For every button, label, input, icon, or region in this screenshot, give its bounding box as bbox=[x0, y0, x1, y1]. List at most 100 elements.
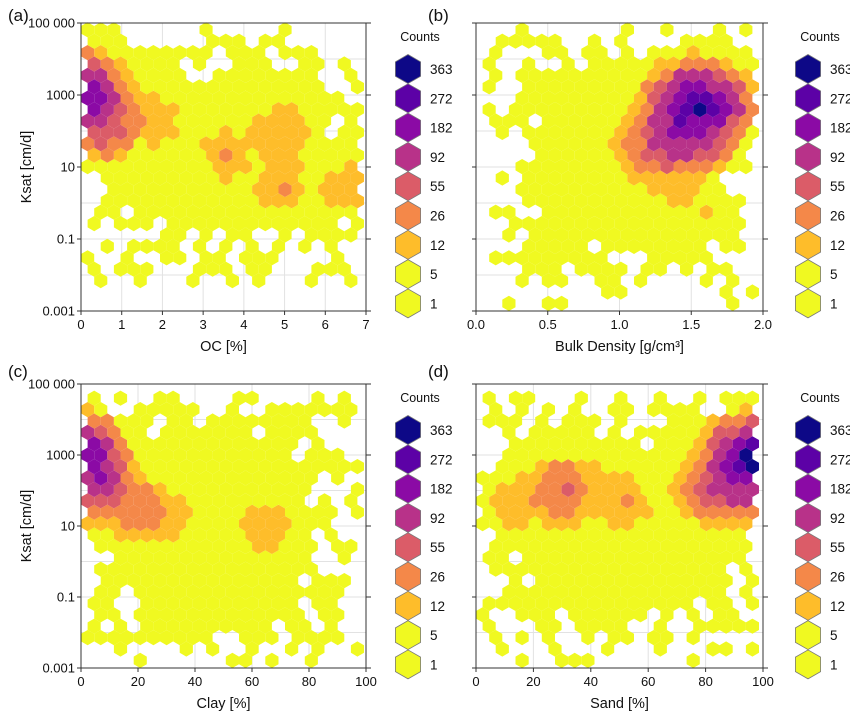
hexbin-cell bbox=[581, 516, 595, 532]
hexbin-cell bbox=[140, 56, 154, 72]
hexbin-cell bbox=[673, 159, 687, 175]
hexbin-cell bbox=[719, 79, 733, 95]
hexbin-cell bbox=[291, 402, 305, 418]
hexbin-cell bbox=[344, 227, 358, 243]
hexbin-cell bbox=[331, 447, 345, 463]
hexbin-cell bbox=[614, 595, 628, 611]
hexbin-cell bbox=[344, 402, 358, 418]
hexbin-cell bbox=[337, 550, 351, 566]
hexbin-cell bbox=[337, 124, 351, 140]
hexbin-cell bbox=[331, 470, 345, 486]
hexbin-cell bbox=[212, 136, 226, 152]
hexbin-cell bbox=[601, 124, 615, 140]
hexbin-cell bbox=[186, 136, 200, 152]
hexbin-cell bbox=[304, 159, 318, 175]
hexbin-cell bbox=[278, 22, 292, 38]
hexbin-cell bbox=[693, 124, 707, 140]
hexbin-cell bbox=[166, 481, 180, 497]
hexbin-cell bbox=[133, 493, 147, 509]
hexbin-cell bbox=[278, 470, 292, 486]
hexbin-cell bbox=[614, 170, 628, 186]
hexbin-cell bbox=[693, 573, 707, 589]
hexbin-cell bbox=[495, 170, 509, 186]
hexbin-cell bbox=[179, 413, 193, 429]
hexbin-cell bbox=[350, 216, 364, 232]
hexbin-cell bbox=[699, 45, 713, 61]
hexbin-cell bbox=[252, 584, 266, 600]
hexbin-cell bbox=[699, 181, 713, 197]
hexbin-cell bbox=[660, 22, 674, 38]
legend-swatch bbox=[394, 171, 422, 202]
hexbin-cell bbox=[113, 618, 128, 634]
x-axis-label: Bulk Density [g/cm³] bbox=[555, 339, 684, 355]
hexbin-cell bbox=[212, 470, 226, 486]
hexbin-cell bbox=[607, 538, 621, 554]
hexbin-cell bbox=[107, 516, 121, 532]
hexbin-cell bbox=[311, 102, 325, 118]
hexbin-cell bbox=[647, 447, 661, 463]
hexbin-cell bbox=[581, 227, 595, 243]
hexbin-cell bbox=[160, 45, 174, 61]
hexbin-cell bbox=[555, 652, 569, 668]
hexbin-cell bbox=[680, 193, 694, 209]
hexbin-cell bbox=[680, 170, 694, 186]
hexbin-cell bbox=[120, 159, 134, 175]
x-axis-label: Clay [%] bbox=[197, 696, 251, 712]
hexbin-cell bbox=[298, 481, 312, 497]
hexbin-cell bbox=[640, 527, 654, 543]
hexbin-cell bbox=[614, 573, 628, 589]
hexbin-cell bbox=[660, 447, 674, 463]
hexbin-cell bbox=[745, 102, 759, 118]
hexbin-cell bbox=[726, 227, 740, 243]
hexbin-cell bbox=[252, 136, 266, 152]
hexbin-cell bbox=[186, 470, 200, 486]
hexbin-cell bbox=[535, 170, 549, 186]
hexbin-cell bbox=[555, 204, 569, 220]
hexbin-cell bbox=[87, 147, 101, 163]
hexbin-cell bbox=[94, 273, 108, 289]
hexbin-cell bbox=[173, 607, 187, 623]
hexbin-cell bbox=[640, 193, 654, 209]
hexbin-cell bbox=[745, 436, 759, 452]
hexbin-cell bbox=[568, 181, 582, 197]
panel-label: (a) bbox=[8, 6, 29, 25]
hexbin-cell bbox=[502, 561, 516, 577]
hexbin-cell bbox=[601, 79, 615, 95]
hexbin-cell bbox=[587, 79, 602, 95]
hexbin-cell bbox=[627, 216, 641, 232]
hexbin-cell bbox=[133, 204, 147, 220]
hexbin-cell bbox=[81, 22, 95, 38]
hexbin-cell bbox=[680, 261, 694, 277]
hexbin-cell bbox=[541, 538, 555, 554]
legend-value: 92 bbox=[430, 511, 445, 526]
hexbin-cell bbox=[653, 481, 667, 497]
legend-value: 5 bbox=[430, 267, 438, 282]
hexbin-cell bbox=[206, 413, 220, 429]
hexbin-cell bbox=[528, 493, 542, 509]
hexbin-cell bbox=[653, 527, 667, 543]
hexbin-cell bbox=[508, 595, 523, 611]
hexbin-cell bbox=[673, 493, 687, 509]
hexbin-cell bbox=[113, 550, 128, 566]
hexbin-cell bbox=[232, 33, 246, 49]
legend-swatch bbox=[394, 590, 422, 621]
hexbin-cell bbox=[522, 390, 536, 406]
hexbin-cell bbox=[587, 573, 602, 589]
hexbin-cell bbox=[133, 607, 147, 623]
hexbin-cell bbox=[304, 630, 318, 646]
hexbin-cell bbox=[653, 170, 667, 186]
hexbin-cell bbox=[199, 493, 213, 509]
hexbin-cell bbox=[693, 216, 707, 232]
hexbin-cell bbox=[113, 459, 128, 475]
hexbin-cell bbox=[166, 436, 180, 452]
x-tick-label: 3 bbox=[200, 317, 207, 332]
hexbin-cell bbox=[522, 595, 536, 611]
hexbin-cell bbox=[581, 584, 595, 600]
hexbin-cell bbox=[653, 436, 667, 452]
hexbin-cell bbox=[726, 538, 740, 554]
hexbin-cell bbox=[712, 45, 727, 61]
hexbin-cell bbox=[324, 193, 338, 209]
hexbin-cell bbox=[502, 295, 516, 311]
legend-value: 26 bbox=[430, 209, 445, 224]
hexbin-cell bbox=[673, 204, 687, 220]
